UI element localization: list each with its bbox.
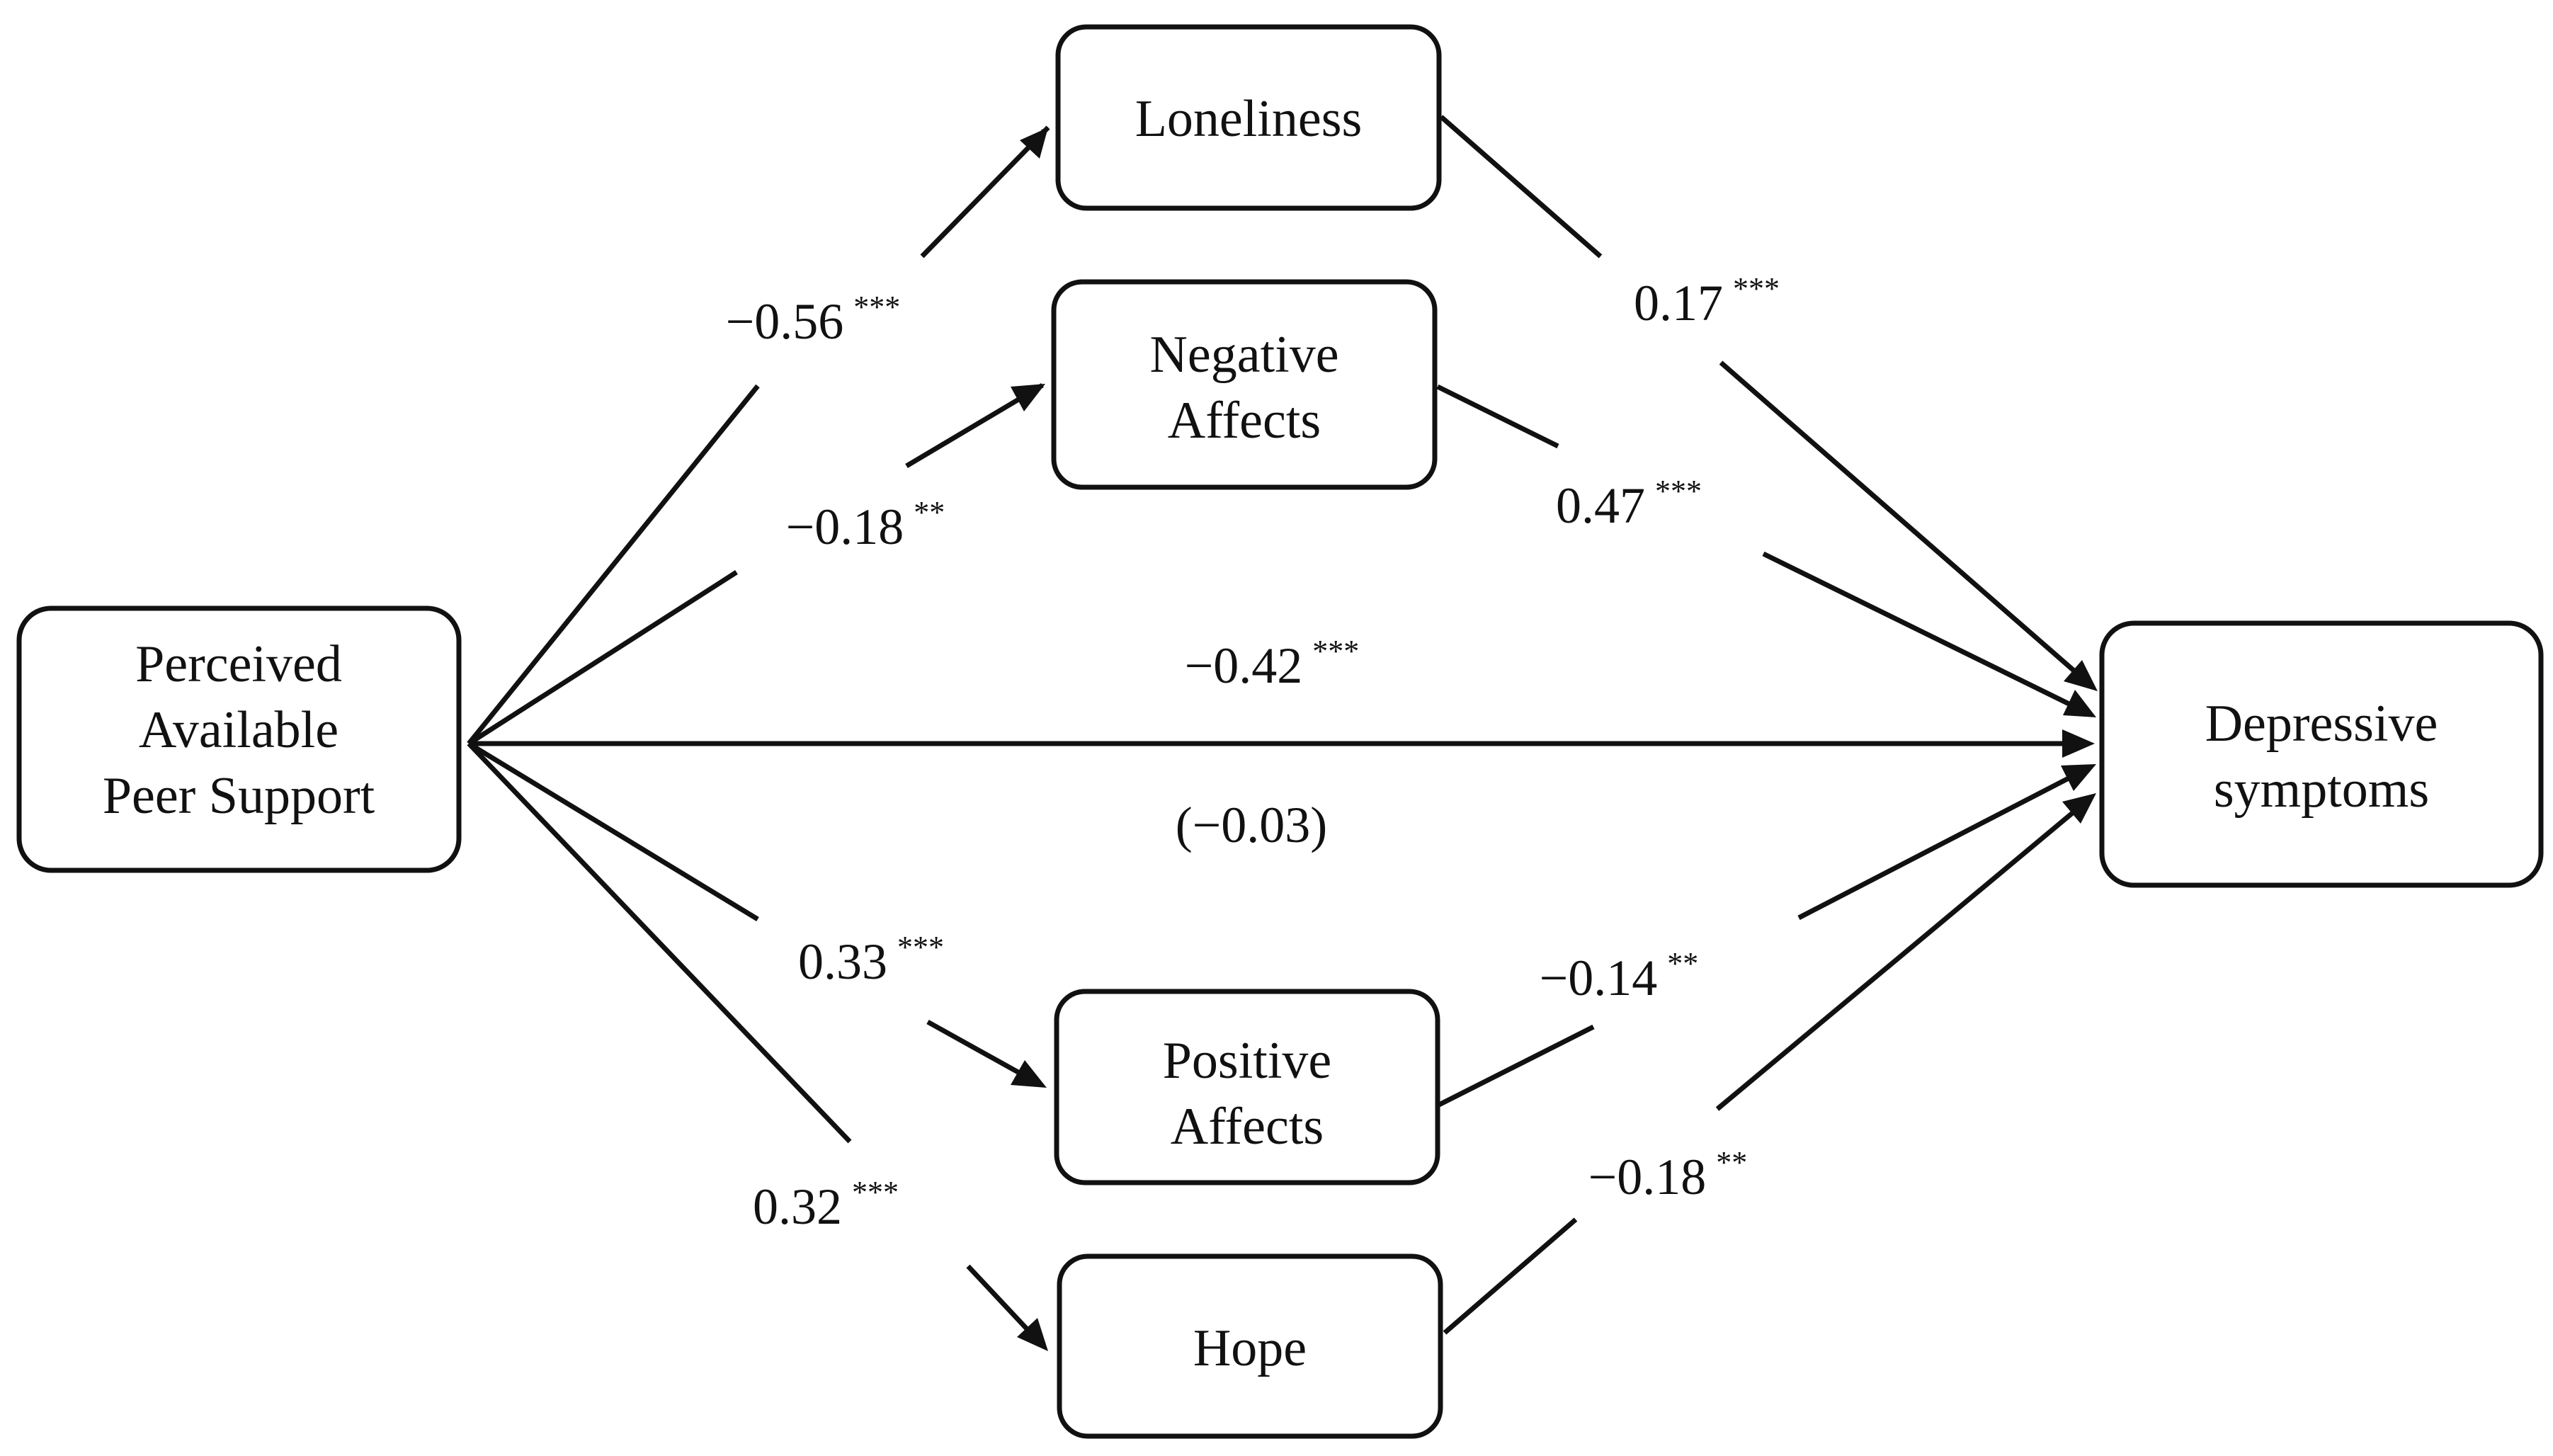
sig-stars: ** [914, 495, 945, 530]
edge-peer-to-hope [467, 741, 1048, 1351]
sig-stars: *** [852, 1175, 899, 1210]
coef-peer-to-loneliness: −0.56 *** [726, 290, 901, 350]
coef-total-effect: −0.42 *** [1185, 634, 1360, 694]
node-label-line: Available [139, 701, 339, 759]
edge-peer-to-negative-affects [467, 382, 1045, 746]
sig-stars: *** [1312, 634, 1359, 669]
edge-peer-to-loneliness [467, 125, 1050, 746]
coef-peer-to-positive-affects: 0.33 *** [798, 930, 944, 990]
coef-peer-to-negative-affects: −0.18 ** [786, 495, 945, 555]
sig-stars: ** [1716, 1145, 1747, 1180]
coef-direct-effect: (−0.03) [1176, 797, 1328, 853]
coef-value: −0.56 [726, 293, 844, 350]
node-hope: Hope [1057, 1253, 1443, 1439]
sig-stars: *** [1733, 271, 1780, 306]
node-positive-affects: Positive Affects [1054, 989, 1440, 1185]
node-label-line: Peer Support [103, 767, 375, 825]
coef-negative-to-depressive: 0.47 *** [1556, 474, 1702, 534]
node-label-line: Perceived [135, 635, 342, 693]
node-label-line: Positive [1163, 1032, 1331, 1090]
sig-stars: *** [1655, 474, 1702, 508]
coef-value: −0.14 [1540, 950, 1658, 1006]
node-label-line: Loneliness [1135, 90, 1363, 148]
coef-hope-to-depressive: −0.18 ** [1588, 1145, 1748, 1205]
coef-value: 0.17 [1634, 275, 1723, 331]
node-label-line: Depressive [2205, 695, 2438, 753]
coef-loneliness-to-depressive: 0.17 *** [1634, 271, 1780, 331]
node-depressive-symptoms: Depressive symptoms [2099, 620, 2544, 888]
coef-value: −0.18 [1588, 1149, 1707, 1205]
coefficient-labels: −0.56 *** −0.18 ** −0.42 *** (−0.03) 0.33 **… [726, 271, 1780, 1235]
node-label-line: Negative [1149, 326, 1338, 384]
node-perceived-available-peer-support: Perceived Available Peer Support [16, 605, 462, 873]
sig-stars: *** [897, 930, 944, 965]
edge-negative-to-depressive [1436, 384, 2096, 717]
coef-value: 0.32 [753, 1178, 842, 1235]
coef-value: 0.33 [798, 933, 887, 990]
coef-value: −0.18 [786, 499, 904, 555]
coef-value: 0.47 [1556, 477, 1645, 534]
node-label-line: symptoms [2214, 761, 2429, 819]
edge-peer-to-depressive-direct [469, 729, 2095, 758]
node-label-line: Affects [1168, 392, 1321, 450]
coef-peer-to-hope: 0.32 *** [753, 1175, 899, 1235]
sig-stars: *** [853, 290, 900, 324]
coef-value: (−0.03) [1176, 797, 1328, 853]
edge-positive-to-depressive [1438, 764, 2096, 1108]
node-loneliness: Loneliness [1055, 24, 1442, 211]
coef-value: −0.42 [1185, 637, 1303, 694]
node-label-line: Hope [1193, 1319, 1307, 1377]
edge-loneliness-to-depressive [1439, 115, 2098, 691]
edges [467, 115, 2098, 1351]
sig-stars: ** [1667, 946, 1698, 981]
coef-positive-to-depressive: −0.14 ** [1540, 946, 1699, 1006]
node-label-line: Affects [1171, 1098, 1324, 1156]
edge-peer-to-positive-affects [467, 741, 1047, 1088]
edge-hope-to-depressive [1443, 793, 2096, 1335]
node-negative-affects: Negative Affects [1051, 279, 1438, 490]
